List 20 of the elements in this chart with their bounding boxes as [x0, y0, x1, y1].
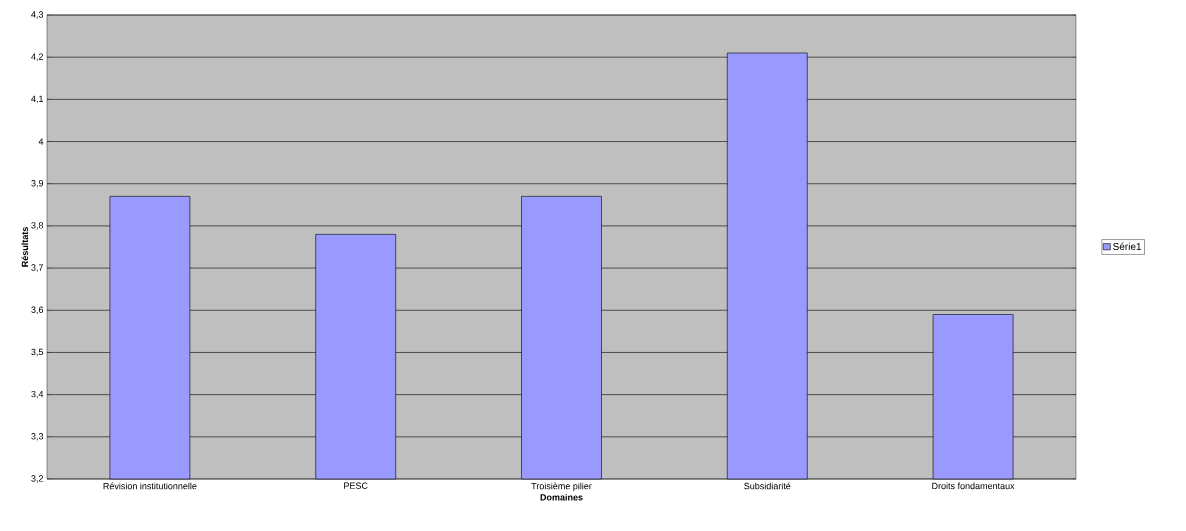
y-tick-label: 4,2: [31, 53, 44, 61]
y-tick-label: 4,1: [31, 95, 44, 104]
y-tick-label: 3,9: [31, 180, 44, 188]
x-tick-label: Révision institutionnelle: [103, 482, 197, 490]
x-tick-label: PESC: [344, 482, 368, 489]
y-tick-label: 3,6: [31, 306, 44, 314]
y-tick-label: 3,5: [31, 348, 44, 357]
legend-label: Série1: [1113, 242, 1142, 251]
y-tick-label: 3,4: [31, 390, 44, 399]
y-tick-label: 3,3: [31, 433, 44, 441]
x-axis-title: Domaines: [540, 493, 583, 501]
x-tick-label: Troisième pilier: [531, 482, 592, 492]
y-tick-label: 3,2: [31, 475, 44, 483]
y-tick-label: 4,3: [31, 11, 44, 19]
x-tick-label: Droits fondamentaux: [932, 482, 1015, 490]
x-tick-label: Subsidiarité: [744, 482, 791, 490]
y-tick-label: 3,7: [31, 264, 44, 272]
y-axis-title: Résultats: [21, 227, 29, 267]
y-tick-label: 4: [38, 138, 44, 145]
y-tick-label: 3,8: [31, 222, 44, 230]
